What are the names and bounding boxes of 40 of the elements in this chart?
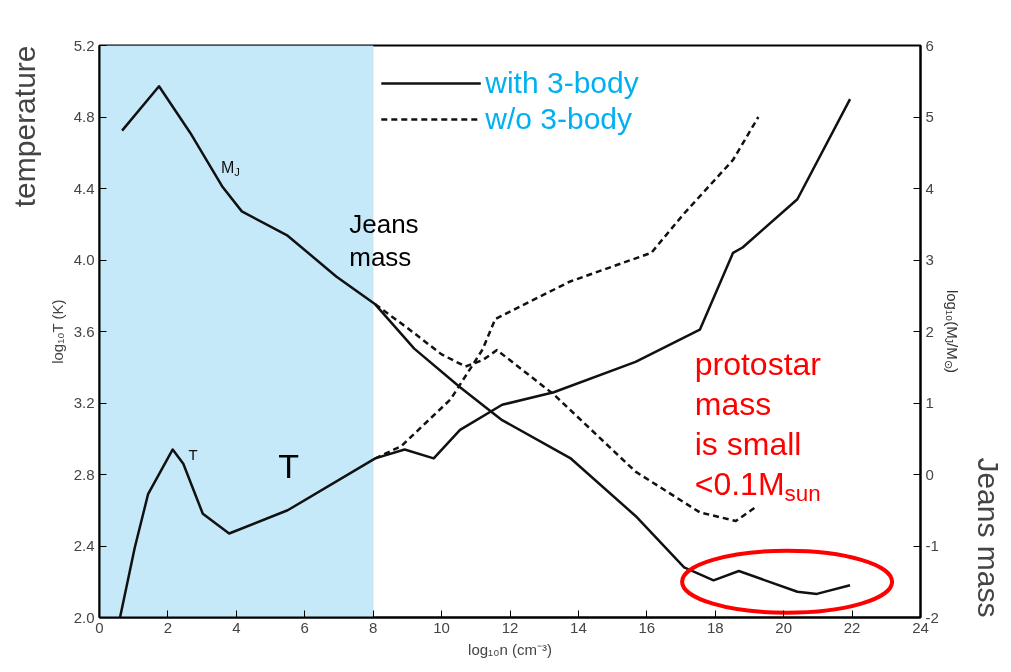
x-tick-label: 20	[775, 618, 793, 636]
text: temperature	[7, 45, 41, 208]
y2-tick-label: -1	[925, 537, 939, 554]
y-tick-label: 2.8	[73, 465, 95, 483]
y2-tick-label: 5	[925, 108, 934, 125]
legend-label: w/o 3-body	[485, 101, 633, 137]
y-tick-label: 3.6	[73, 322, 95, 340]
y-axis-title: log₁₀T (K)	[48, 299, 66, 364]
x-tick-label: 22	[843, 618, 861, 636]
y-tick-label: 4.0	[73, 251, 95, 268]
y-tick-label: 2.0	[73, 608, 95, 626]
y2-tick-label: 3	[925, 251, 934, 268]
y2-axis-title: log₁₀(MJ/M⊙)	[942, 289, 962, 374]
x-tick-label: 24	[912, 618, 929, 636]
x-tick-label: 12	[501, 618, 519, 636]
y2-tick-label: 0	[925, 465, 934, 483]
y2-tick-label: 6	[925, 36, 934, 54]
y-tick-label: 2.4	[73, 537, 95, 554]
y-tick-label: 4.8	[73, 108, 95, 125]
text: Jeans mass	[971, 457, 1005, 618]
x-tick-label: 8	[369, 618, 378, 636]
x-tick-label: 4	[232, 618, 241, 636]
y2-tick-label: 1	[925, 394, 934, 411]
x-tick-label: 0	[95, 618, 104, 636]
x-tick-label: 6	[300, 618, 309, 636]
x-axis-title: log₁₀n (cm⁻³)	[468, 640, 552, 658]
x-tick-label: 16	[638, 618, 656, 636]
y-tick-label: 4.4	[73, 179, 95, 197]
legend-label: with 3-body	[485, 65, 639, 101]
y-tick-label: 3.2	[73, 394, 95, 411]
x-tick-label: 10	[433, 618, 450, 636]
x-tick-label: 18	[706, 618, 724, 636]
annotation: T	[278, 446, 299, 485]
annotation: Jeans mass	[349, 209, 419, 272]
y-tick-label: 5.2	[73, 36, 95, 54]
y2-tick-label: 2	[925, 322, 934, 340]
x-tick-label: 2	[163, 618, 173, 636]
annotation: T	[188, 446, 198, 464]
x-tick-label: 14	[570, 618, 587, 636]
y2-tick-label: 4	[925, 179, 934, 197]
